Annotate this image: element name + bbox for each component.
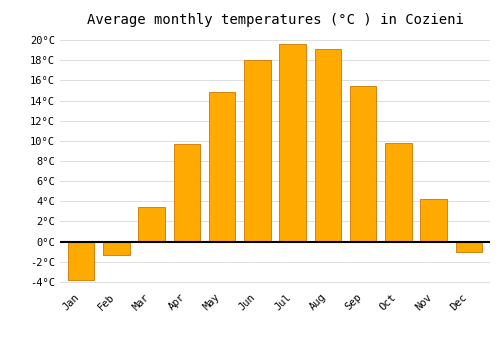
Bar <box>68 241 94 280</box>
Bar <box>138 207 165 241</box>
Bar <box>280 44 306 241</box>
Bar <box>385 143 411 241</box>
Bar <box>456 241 482 252</box>
Bar <box>350 86 376 242</box>
Bar <box>209 92 236 241</box>
Bar <box>244 60 270 242</box>
Bar <box>103 241 130 255</box>
Bar <box>420 199 447 241</box>
Bar <box>314 49 341 241</box>
Title: Average monthly temperatures (°C ) in Cozieni: Average monthly temperatures (°C ) in Co… <box>86 13 464 27</box>
Bar <box>174 144 200 242</box>
